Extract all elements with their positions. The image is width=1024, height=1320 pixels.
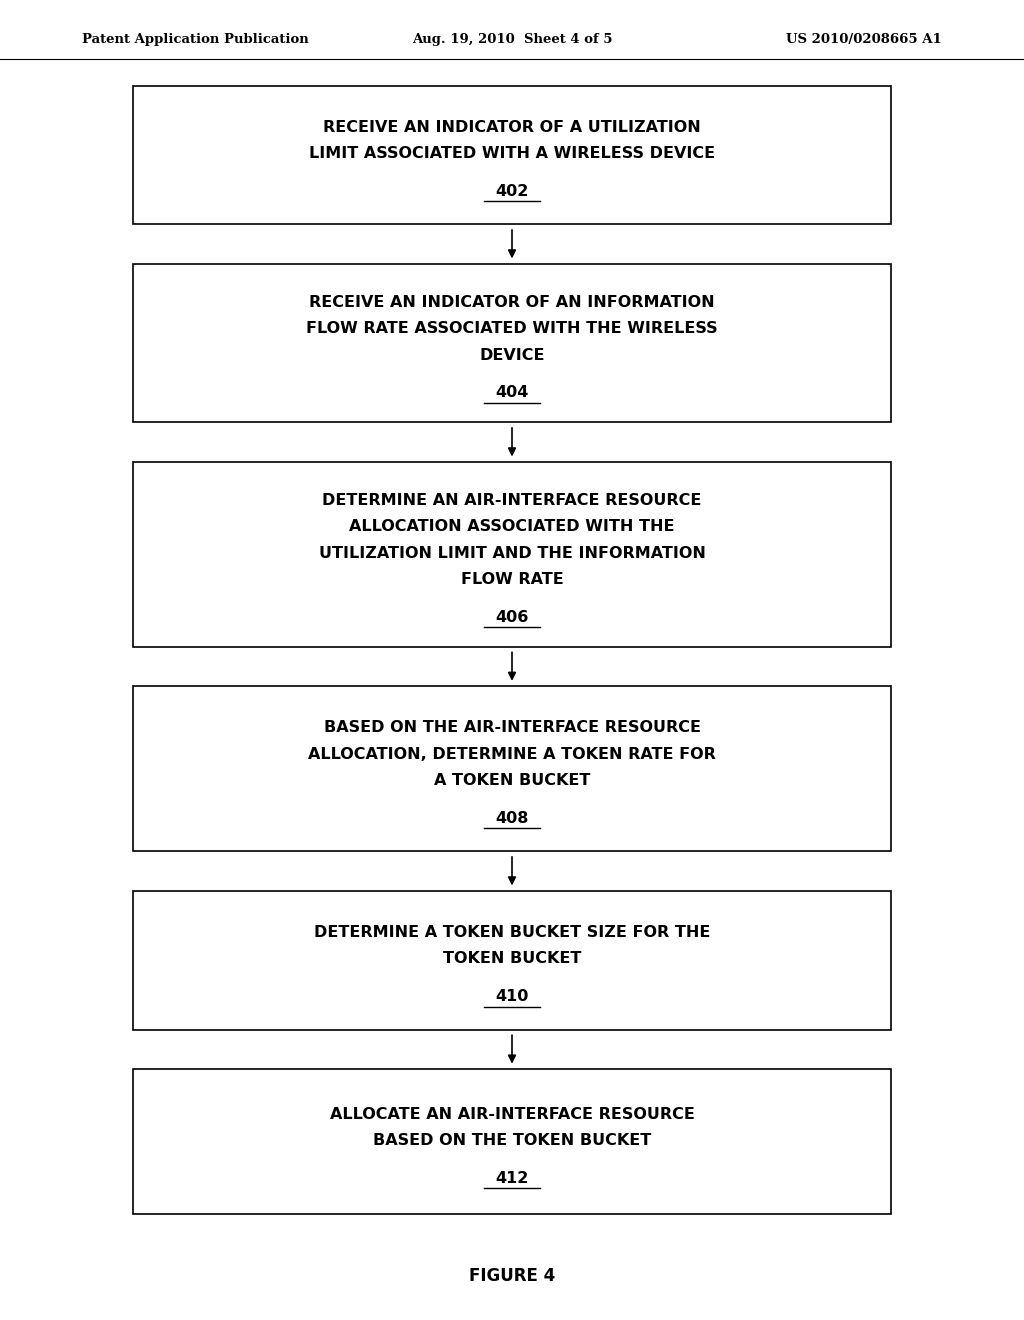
FancyBboxPatch shape (133, 462, 891, 647)
Text: RECEIVE AN INDICATOR OF AN INFORMATION: RECEIVE AN INDICATOR OF AN INFORMATION (309, 294, 715, 310)
Text: Aug. 19, 2010  Sheet 4 of 5: Aug. 19, 2010 Sheet 4 of 5 (412, 33, 612, 46)
Text: BASED ON THE AIR-INTERFACE RESOURCE: BASED ON THE AIR-INTERFACE RESOURCE (324, 721, 700, 735)
FancyBboxPatch shape (133, 264, 891, 422)
Text: ALLOCATION ASSOCIATED WITH THE: ALLOCATION ASSOCIATED WITH THE (349, 519, 675, 535)
Text: DEVICE: DEVICE (479, 347, 545, 363)
Text: 406: 406 (496, 610, 528, 624)
Text: DETERMINE AN AIR-INTERFACE RESOURCE: DETERMINE AN AIR-INTERFACE RESOURCE (323, 492, 701, 508)
Text: 412: 412 (496, 1171, 528, 1185)
FancyBboxPatch shape (133, 1069, 891, 1214)
Text: FLOW RATE: FLOW RATE (461, 572, 563, 587)
FancyBboxPatch shape (133, 686, 891, 851)
Text: ALLOCATION, DETERMINE A TOKEN RATE FOR: ALLOCATION, DETERMINE A TOKEN RATE FOR (308, 747, 716, 762)
Text: LIMIT ASSOCIATED WITH A WIRELESS DEVICE: LIMIT ASSOCIATED WITH A WIRELESS DEVICE (309, 147, 715, 161)
Text: Patent Application Publication: Patent Application Publication (82, 33, 308, 46)
Text: ALLOCATE AN AIR-INTERFACE RESOURCE: ALLOCATE AN AIR-INTERFACE RESOURCE (330, 1106, 694, 1122)
Text: 404: 404 (496, 385, 528, 400)
Text: TOKEN BUCKET: TOKEN BUCKET (442, 952, 582, 966)
Text: RECEIVE AN INDICATOR OF A UTILIZATION: RECEIVE AN INDICATOR OF A UTILIZATION (324, 120, 700, 135)
Text: FLOW RATE ASSOCIATED WITH THE WIRELESS: FLOW RATE ASSOCIATED WITH THE WIRELESS (306, 321, 718, 337)
Text: 410: 410 (496, 990, 528, 1005)
Text: 408: 408 (496, 810, 528, 826)
Text: UTILIZATION LIMIT AND THE INFORMATION: UTILIZATION LIMIT AND THE INFORMATION (318, 545, 706, 561)
Text: BASED ON THE TOKEN BUCKET: BASED ON THE TOKEN BUCKET (373, 1133, 651, 1148)
Text: US 2010/0208665 A1: US 2010/0208665 A1 (786, 33, 942, 46)
Text: 402: 402 (496, 183, 528, 199)
Text: FIGURE 4: FIGURE 4 (469, 1267, 555, 1286)
FancyBboxPatch shape (133, 891, 891, 1030)
FancyBboxPatch shape (133, 86, 891, 224)
Text: DETERMINE A TOKEN BUCKET SIZE FOR THE: DETERMINE A TOKEN BUCKET SIZE FOR THE (313, 925, 711, 940)
Text: A TOKEN BUCKET: A TOKEN BUCKET (434, 774, 590, 788)
